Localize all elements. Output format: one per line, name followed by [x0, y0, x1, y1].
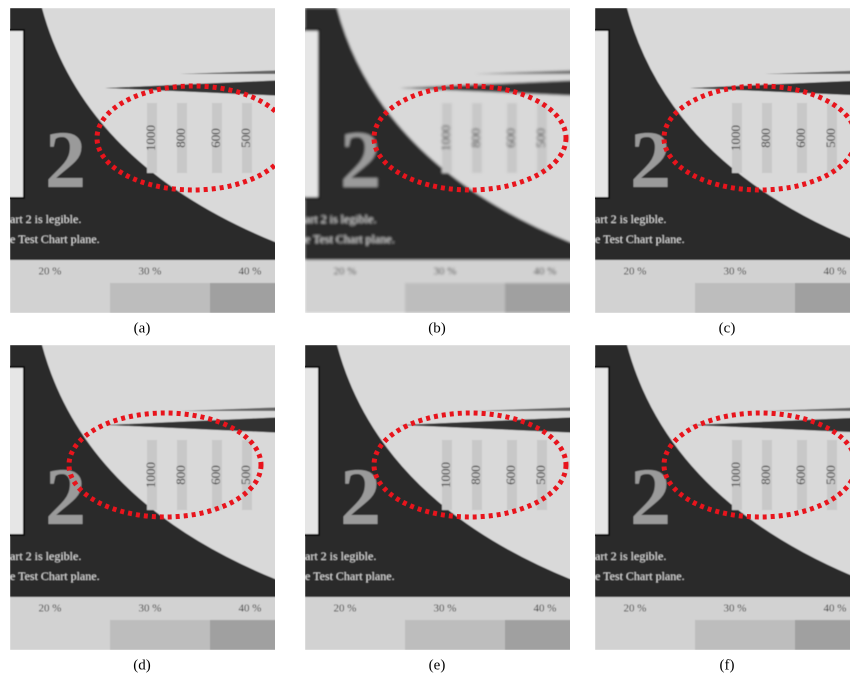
- patch: [405, 620, 505, 650]
- patch: [505, 283, 580, 313]
- contrast-label: 20 %: [334, 266, 357, 278]
- panel-content: 2 1000 800 600 500 art 2 is legible. e Test Ch…: [301, 345, 580, 650]
- resolution-label: 600: [208, 128, 223, 148]
- big-digit: 2: [45, 114, 86, 205]
- big-digit: 2: [630, 451, 671, 542]
- chart-text: art 2 is legible.: [10, 549, 81, 563]
- patch: [405, 283, 505, 313]
- white-box: [591, 367, 609, 535]
- panel-content: 2 1000 800 600 500 art 2 is legible. e Test Ch…: [591, 8, 850, 313]
- chart-text: art 2 is legible.: [10, 212, 81, 226]
- resolution-label: 600: [793, 465, 808, 485]
- contrast-label: 40 %: [239, 266, 262, 278]
- resolution-label: 800: [173, 465, 188, 485]
- panel-content: 2 1000 800 600 500 art 2 is legible. e Test Ch…: [301, 8, 580, 313]
- big-digit: 2: [340, 114, 381, 205]
- contrast-label: 20 %: [334, 603, 357, 615]
- contrast-label: 30 %: [139, 603, 162, 615]
- white-box: [6, 30, 24, 198]
- resolution-label: 600: [793, 128, 808, 148]
- caption: (b): [428, 320, 446, 336]
- contrast-label: 30 %: [724, 266, 747, 278]
- patch: [210, 283, 285, 313]
- resolution-label: 500: [823, 465, 838, 485]
- contrast-label: 20 %: [624, 603, 647, 615]
- big-digit: 2: [340, 451, 381, 542]
- resolution-label: 600: [503, 128, 518, 148]
- panel-content: 2 1000 800 600 500 art 2 is legible. e Test Ch…: [6, 345, 285, 650]
- resolution-label: 500: [533, 128, 548, 148]
- patch: [210, 620, 285, 650]
- resolution-label: 1000: [438, 125, 453, 151]
- contrast-label: 20 %: [39, 266, 62, 278]
- chart-text: art 2 is legible.: [595, 549, 666, 563]
- contrast-label: 30 %: [724, 603, 747, 615]
- contrast-label: 40 %: [534, 266, 557, 278]
- resolution-label: 1000: [728, 462, 743, 488]
- resolution-label: 600: [208, 465, 223, 485]
- chart-text: art 2 is legible.: [305, 212, 376, 226]
- resolution-label: 500: [823, 128, 838, 148]
- image-panel: 2 1000 800 600 500 art 2 is legible. e Test Ch…: [6, 8, 289, 313]
- contrast-label: 30 %: [434, 603, 457, 615]
- white-box: [301, 30, 319, 198]
- chart-text: e Test Chart plane.: [595, 569, 685, 583]
- resolution-label: 600: [503, 465, 518, 485]
- figure: 2 1000 800 600 500 art 2 is legible. e Test Ch…: [0, 0, 850, 675]
- white-box: [6, 367, 24, 535]
- chart-text: e Test Chart plane.: [10, 569, 100, 583]
- image-panel: 2 1000 800 600 500 art 2 is legible. e Test Ch…: [591, 8, 850, 313]
- chart-text: art 2 is legible.: [595, 212, 666, 226]
- resolution-label: 500: [238, 465, 253, 485]
- patch: [110, 283, 210, 313]
- chart-text: e Test Chart plane.: [305, 569, 395, 583]
- caption: (a): [134, 320, 151, 336]
- resolution-label: 500: [533, 465, 548, 485]
- white-box: [591, 30, 609, 198]
- image-panel: 2 1000 800 600 500 art 2 is legible. e Test Ch…: [301, 345, 580, 650]
- contrast-label: 20 %: [624, 266, 647, 278]
- patch: [505, 620, 580, 650]
- contrast-label: 30 %: [139, 266, 162, 278]
- chart-text: e Test Chart plane.: [305, 232, 395, 246]
- big-digit: 2: [45, 451, 86, 542]
- patch: [695, 620, 795, 650]
- contrast-label: 40 %: [239, 603, 262, 615]
- resolution-label: 800: [173, 128, 188, 148]
- resolution-label: 1000: [143, 462, 158, 488]
- resolution-label: 800: [758, 465, 773, 485]
- patch: [695, 283, 795, 313]
- contrast-label: 30 %: [434, 266, 457, 278]
- resolution-label: 1000: [728, 125, 743, 151]
- patch: [795, 283, 850, 313]
- caption: (d): [133, 657, 151, 673]
- caption: (c): [719, 320, 736, 336]
- chart-text: art 2 is legible.: [305, 549, 376, 563]
- panel-content: 2 1000 800 600 500 art 2 is legible. e Test Ch…: [591, 345, 850, 650]
- contrast-label: 20 %: [39, 603, 62, 615]
- contrast-label: 40 %: [824, 266, 847, 278]
- panel-content: 2 1000 800 600 500 art 2 is legible. e Test Ch…: [6, 8, 285, 313]
- resolution-label: 800: [468, 128, 483, 148]
- resolution-label: 800: [758, 128, 773, 148]
- chart-text: e Test Chart plane.: [10, 232, 100, 246]
- resolution-label: 500: [238, 128, 253, 148]
- contrast-label: 40 %: [534, 603, 557, 615]
- patch: [110, 620, 210, 650]
- resolution-label: 800: [468, 465, 483, 485]
- resolution-label: 1000: [143, 125, 158, 151]
- chart-text: e Test Chart plane.: [595, 232, 685, 246]
- big-digit: 2: [630, 114, 671, 205]
- white-box: [301, 367, 319, 535]
- caption: (f): [720, 657, 735, 673]
- image-panel: 2 1000 800 600 500 art 2 is legible. e Test Ch…: [6, 345, 285, 650]
- image-panel: 2 1000 800 600 500 art 2 is legible. e Test Ch…: [591, 345, 850, 650]
- image-panel: 2 1000 800 600 500 art 2 is legible. e Test Ch…: [301, 8, 580, 313]
- resolution-label: 1000: [438, 462, 453, 488]
- caption: (e): [429, 657, 446, 673]
- contrast-label: 40 %: [824, 603, 847, 615]
- patch: [795, 620, 850, 650]
